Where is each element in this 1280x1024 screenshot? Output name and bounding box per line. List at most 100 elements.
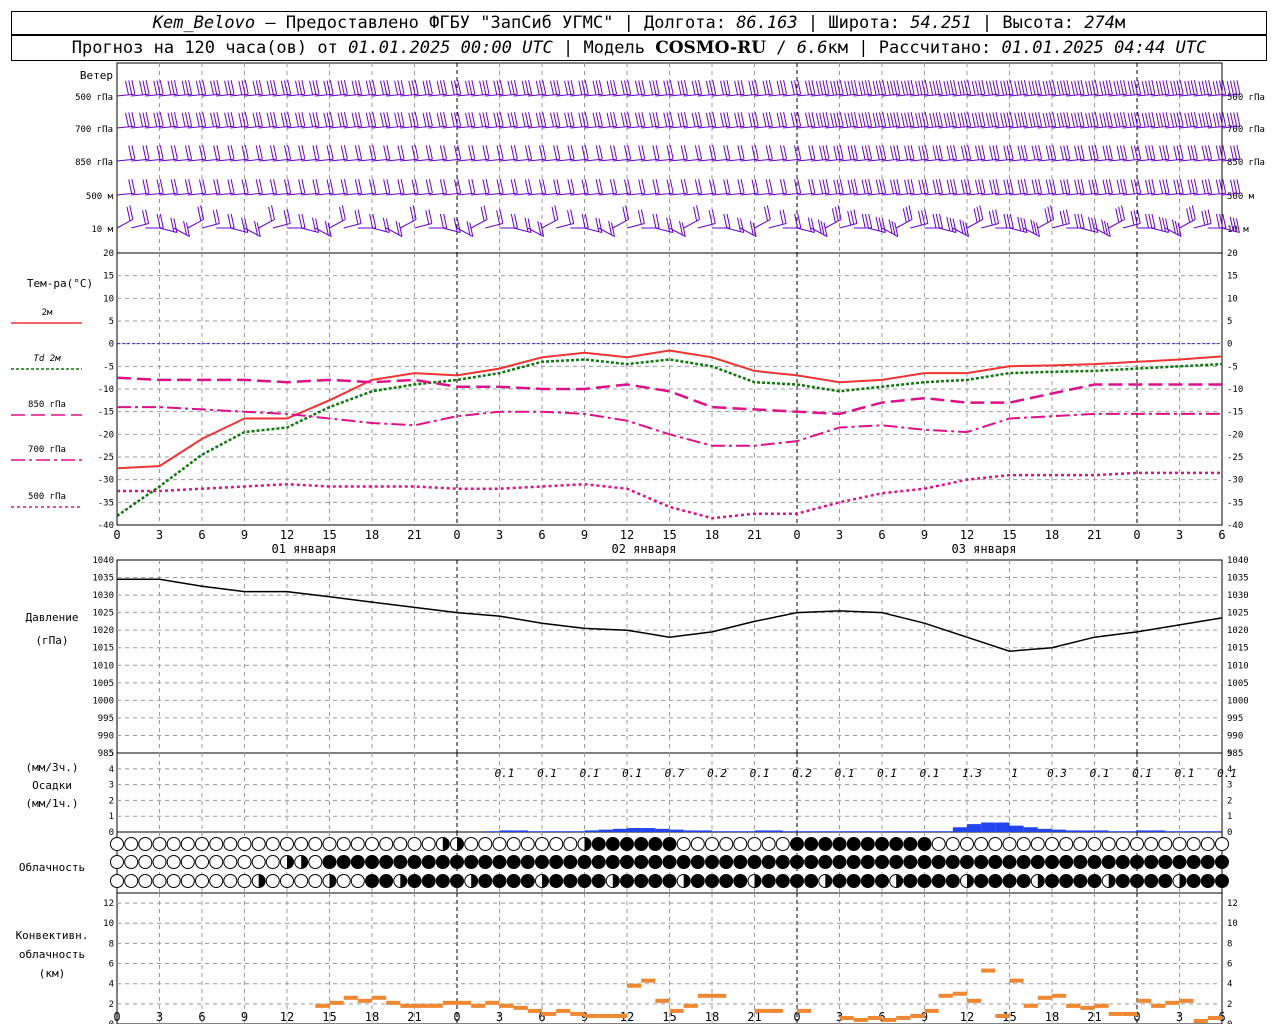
- wind-barb: [329, 205, 346, 229]
- temp-y-tick-right: 15: [1227, 272, 1238, 282]
- cloud-symbol: [1030, 855, 1045, 869]
- wind-barb: [1037, 179, 1057, 196]
- wind-barb: [626, 209, 645, 229]
- wind-barb: [272, 145, 292, 162]
- wind-barb: [286, 179, 306, 196]
- wind-panel-title: Ветер: [80, 69, 113, 82]
- alt-value: 274: [1084, 13, 1115, 33]
- wind-barb: [1051, 112, 1071, 129]
- wind-barb: [485, 179, 504, 196]
- wind-barb: [641, 145, 660, 162]
- wind-barb: [683, 179, 703, 196]
- wind-barb: [442, 179, 462, 196]
- wind-barb: [470, 205, 488, 229]
- conv-cloud-bar: [499, 1003, 514, 1008]
- wind-barb: [669, 112, 688, 129]
- wind-barb: [456, 179, 476, 196]
- wind-barb: [556, 209, 575, 229]
- conv-y-tick-left: 4: [109, 980, 114, 990]
- cloud-symbol: [1059, 837, 1074, 851]
- wind-barb: [499, 80, 518, 97]
- cloud-symbol: [790, 837, 804, 851]
- precip-bar: [1066, 830, 1081, 832]
- temp-y-tick-right: -5: [1227, 362, 1238, 372]
- conv-cloud-bar: [981, 968, 996, 973]
- wind-barb: [598, 80, 618, 97]
- wind-barb: [371, 217, 390, 233]
- cloud-symbol: [535, 855, 549, 869]
- cloud-symbol: [209, 874, 224, 888]
- wind-barb: [216, 145, 235, 162]
- wind-barb: [1207, 112, 1227, 129]
- cloud-symbol: [1200, 874, 1215, 888]
- cloud-symbol: [1073, 855, 1088, 869]
- wind-barb: [1023, 112, 1043, 129]
- wind-barb: [768, 80, 788, 97]
- x-tick-label: 18: [705, 528, 719, 542]
- cloud-symbol: [733, 837, 748, 851]
- temp-series-line-2: [116, 376, 1222, 416]
- precip-3h-label: 1: [1011, 767, 1018, 780]
- cloud-symbol: [1215, 855, 1229, 869]
- wind-barb: [966, 179, 986, 196]
- temp-y-tick-right: 20: [1227, 249, 1238, 259]
- wind-barb: [216, 80, 235, 97]
- wind-barb: [258, 179, 278, 196]
- pressure-y-tick-left: 1040: [92, 556, 114, 566]
- conv-cloud-bar: [952, 991, 967, 996]
- precip-y-tick-left: 1: [109, 812, 114, 822]
- precip-y-tick-left: 4: [109, 765, 114, 775]
- cloud-symbol: [1215, 837, 1229, 851]
- wind-barb: [626, 112, 646, 129]
- cloud-symbol: [421, 837, 436, 851]
- precip-3h-label: 0.1: [1090, 767, 1110, 780]
- pressure-y-tick-left: 1015: [92, 644, 114, 654]
- x-tick-label-bottom: 6: [198, 1010, 205, 1024]
- cloud-symbol: [294, 874, 309, 888]
- precip-bar: [1037, 828, 1052, 832]
- cloud-symbol: [931, 855, 946, 869]
- wind-barb: [1151, 145, 1170, 162]
- cloud-symbol: [591, 837, 606, 851]
- cloud-symbol: [960, 855, 974, 869]
- cloud-symbol-half: [471, 874, 478, 888]
- cloud-symbol-half: [754, 874, 761, 888]
- wind-barb: [1165, 112, 1184, 129]
- x-tick-label: 12: [620, 528, 634, 542]
- wind-barb: [1009, 216, 1028, 233]
- cloud-symbol: [350, 874, 365, 888]
- wind-barb: [244, 220, 261, 238]
- wind-barb: [910, 112, 929, 129]
- temp-y-tick-right: 5: [1227, 317, 1232, 327]
- conv-y-tick-right: 2: [1227, 1000, 1232, 1010]
- precip-3h-label: 0.2: [792, 767, 812, 780]
- conv-cloud-bar: [641, 978, 656, 983]
- cloud-symbol: [365, 874, 379, 888]
- cloud-symbol: [138, 855, 153, 869]
- wind-barb: [343, 179, 363, 196]
- wind-barb: [1108, 179, 1128, 196]
- cloud-symbol: [1016, 874, 1031, 888]
- wind-barb: [1051, 209, 1070, 229]
- wind-barbs: [116, 80, 1241, 238]
- wind-barb: [952, 112, 972, 129]
- wind-barb: [881, 179, 901, 196]
- wind-barb: [754, 205, 771, 229]
- wind-barb: [811, 112, 830, 129]
- wind-barb: [796, 80, 816, 97]
- cloud-symbol: [166, 855, 181, 869]
- wind-barb: [556, 145, 575, 162]
- cloud-symbol: [1016, 855, 1031, 869]
- wind-barb: [513, 112, 533, 129]
- wind-barb: [1151, 216, 1170, 233]
- wind-barb: [796, 179, 816, 196]
- wind-barb: [201, 80, 221, 97]
- wind-barb: [1151, 112, 1170, 129]
- cloud-symbol: [1158, 874, 1173, 888]
- wind-barb: [173, 80, 193, 97]
- wind-barb: [357, 112, 377, 129]
- precip-y-tick-right: 5: [1227, 749, 1232, 759]
- wind-barb: [1165, 80, 1184, 97]
- conv-cloud-bar: [683, 1003, 698, 1008]
- wind-barb: [938, 112, 958, 129]
